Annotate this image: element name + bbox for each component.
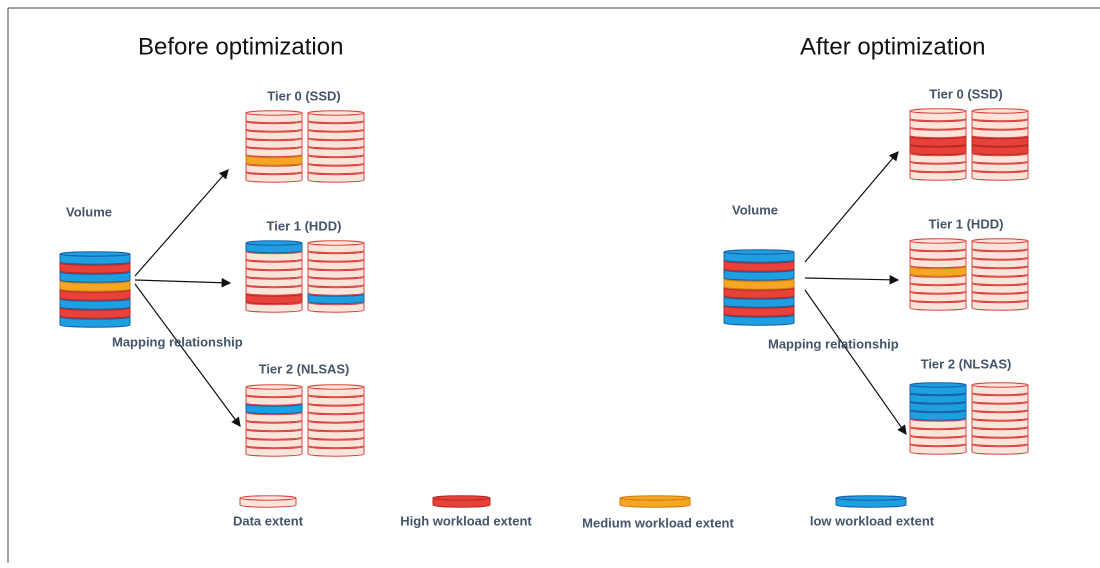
- extent-stack: [910, 109, 966, 180]
- extent-top: [246, 385, 302, 389]
- extent-stack: [308, 241, 364, 312]
- diagram: Before optimization After optimization V…: [0, 0, 1100, 563]
- extent-top: [972, 383, 1028, 387]
- extent-top: [724, 250, 794, 254]
- extent-stack: [308, 385, 364, 456]
- legend-label: Data extent: [233, 513, 304, 528]
- legend-label: Medium workload extent: [582, 515, 734, 530]
- extent-top: [620, 496, 690, 500]
- extent-stack: [60, 252, 130, 327]
- legend-label: High workload extent: [400, 513, 532, 528]
- tier-label: Tier 0 (SSD): [929, 86, 1002, 101]
- extent-top: [308, 241, 364, 245]
- page: {"before": {"title": "Before optimizatio…: [0, 0, 1100, 563]
- extent-stack: [246, 241, 302, 312]
- legend-swatch: [433, 496, 490, 507]
- extent-stack: [246, 111, 302, 182]
- tier-label: Tier 2 (NLSAS): [259, 361, 350, 376]
- volume-label: Volume: [732, 202, 778, 217]
- extent-top: [972, 109, 1028, 113]
- volume-label: Volume: [66, 204, 112, 219]
- tier-label: Tier 2 (NLSAS): [921, 356, 1012, 371]
- extent-top: [240, 496, 296, 500]
- section-title: After optimization: [800, 33, 985, 60]
- tier-label: Tier 1 (HDD): [929, 216, 1004, 231]
- extent-top: [910, 383, 966, 387]
- tier-label: Tier 1 (HDD): [267, 218, 342, 233]
- extent-top: [308, 385, 364, 389]
- legend-swatch: [836, 496, 906, 507]
- extent-top: [972, 239, 1028, 243]
- legend-label: low workload extent: [810, 513, 935, 528]
- extent-top: [308, 111, 364, 115]
- extent-top: [910, 109, 966, 113]
- extent-stack: [910, 383, 966, 454]
- extent-stack: [972, 239, 1028, 310]
- extent-top: [246, 241, 302, 245]
- extent-top: [910, 239, 966, 243]
- extent-stack: [972, 109, 1028, 180]
- tier-label: Tier 0 (SSD): [267, 88, 340, 103]
- extent-stack: [972, 383, 1028, 454]
- mapping-label: Mapping relationship: [112, 334, 243, 349]
- extent-top: [836, 496, 906, 500]
- extent-top: [60, 252, 130, 256]
- extent-stack: [910, 239, 966, 310]
- extent-stack: [246, 385, 302, 456]
- extent-stack: [308, 111, 364, 182]
- extent-stack: [724, 250, 794, 325]
- extent-top: [433, 496, 490, 500]
- section-title: Before optimization: [138, 33, 343, 60]
- legend-swatch: [240, 496, 296, 507]
- mapping-label: Mapping relationship: [768, 336, 899, 351]
- legend-swatch: [620, 496, 690, 507]
- extent-top: [246, 111, 302, 115]
